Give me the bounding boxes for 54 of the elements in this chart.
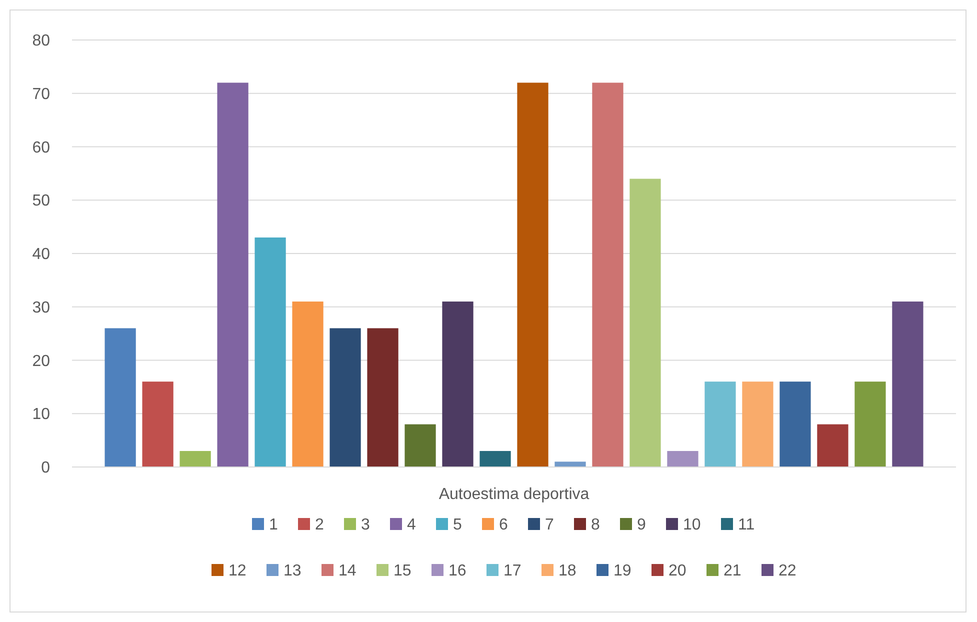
- legend-label: 8: [591, 516, 600, 534]
- legend-label: 6: [499, 516, 508, 534]
- bar: [892, 302, 924, 467]
- legend-label: 17: [504, 562, 522, 580]
- bar: [854, 382, 886, 467]
- legend-label: 14: [338, 562, 356, 580]
- legend-label: 9: [637, 516, 646, 534]
- bar: [217, 82, 248, 467]
- y-tick-label: 20: [32, 352, 50, 370]
- bar: [704, 382, 736, 467]
- legend-label: 21: [724, 562, 742, 580]
- bar: [367, 328, 398, 467]
- y-tick-label: 10: [32, 406, 50, 424]
- y-tick-label: 60: [32, 139, 50, 156]
- bar: [817, 424, 848, 467]
- y-tick-label: 70: [32, 86, 50, 103]
- bar: [780, 382, 811, 467]
- x-tick-label: Autoestima deportiva: [438, 486, 590, 503]
- bar: [592, 82, 624, 467]
- bar: [667, 450, 698, 467]
- legend-label: 10: [683, 516, 701, 534]
- bar: [742, 382, 774, 467]
- y-tick-label: 30: [32, 299, 50, 316]
- legend-label: 1: [269, 516, 278, 534]
- legend-label: 22: [778, 562, 796, 580]
- bar: [480, 450, 511, 467]
- y-tick-label: 40: [32, 246, 50, 264]
- bar: [554, 462, 586, 467]
- legend-label: 7: [545, 516, 554, 534]
- y-tick-label: 80: [32, 32, 50, 50]
- legend-label: 2: [315, 516, 324, 534]
- bar: [517, 82, 548, 467]
- y-tick-label: 0: [41, 460, 50, 477]
- legend-label: 12: [228, 562, 246, 580]
- bar: [104, 328, 136, 467]
- legend-label: 5: [453, 516, 462, 534]
- bar: [180, 450, 211, 467]
- legend-label: 11: [738, 516, 755, 534]
- bar: [442, 302, 474, 467]
- bar: [630, 178, 661, 467]
- legend-label: 4: [407, 516, 416, 534]
- legend-label: 19: [614, 562, 632, 580]
- bar: [142, 382, 174, 467]
- bar: [330, 328, 361, 467]
- legend-label: 3: [361, 516, 370, 534]
- legend-label: 13: [284, 562, 302, 580]
- y-tick-label: 50: [32, 192, 50, 210]
- bar: [254, 237, 286, 467]
- bar: [404, 424, 436, 467]
- legend-label: 18: [558, 562, 576, 580]
- legend-label: 16: [448, 562, 466, 580]
- bar: [292, 302, 324, 467]
- legend-label: 20: [668, 562, 686, 580]
- legend-label: 15: [394, 562, 412, 580]
